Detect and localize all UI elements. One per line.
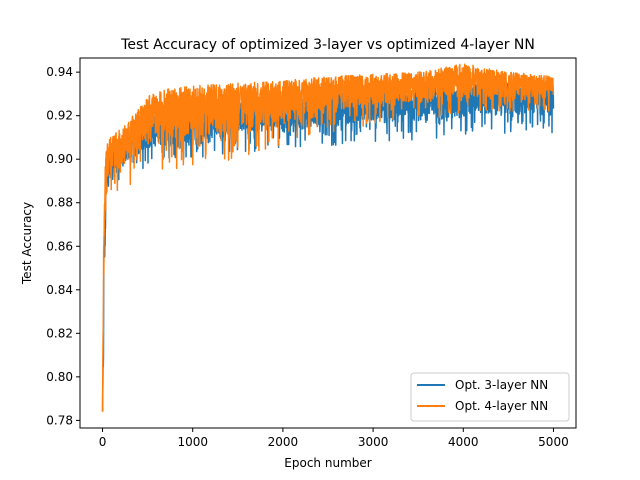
- y-tick-label: 0.78: [46, 413, 73, 427]
- y-tick-label: 0.80: [46, 370, 73, 384]
- y-tick-label: 0.94: [46, 65, 73, 79]
- x-tick-label: 0: [99, 435, 107, 449]
- x-tick-label: 1000: [177, 435, 208, 449]
- y-tick-label: 0.88: [46, 196, 73, 210]
- y-tick-label: 0.86: [46, 239, 73, 253]
- legend: Opt. 3-layer NN Opt. 4-layer NN: [410, 372, 570, 422]
- x-tick-label: 4000: [448, 435, 479, 449]
- legend-box: [410, 372, 570, 422]
- y-tick-label: 0.84: [46, 283, 73, 297]
- x-axis-label: Epoch number: [284, 456, 371, 470]
- series-line-4-layer: [101, 63, 555, 412]
- y-axis-label: Test Accuracy: [20, 202, 34, 285]
- legend-label-3-layer: Opt. 3-layer NN: [455, 378, 548, 392]
- x-tick-label: 5000: [538, 435, 569, 449]
- x-tick-label: 3000: [358, 435, 389, 449]
- y-axis: 0.78 0.80 0.82 0.84 0.86 0.88 0.90 0.92 0.94: [46, 65, 80, 427]
- y-tick-label: 0.90: [46, 152, 73, 166]
- y-tick-label: 0.82: [46, 326, 73, 340]
- y-tick-label: 0.92: [46, 109, 73, 123]
- plot-frame: [79, 57, 577, 429]
- x-tick-label: 2000: [268, 435, 299, 449]
- legend-label-4-layer: Opt. 4-layer NN: [455, 399, 548, 413]
- chart-title: Test Accuracy of optimized 3-layer vs op…: [120, 37, 535, 53]
- series-layer: [101, 63, 555, 412]
- x-axis: 0 1000 2000 3000 4000 5000: [99, 428, 569, 449]
